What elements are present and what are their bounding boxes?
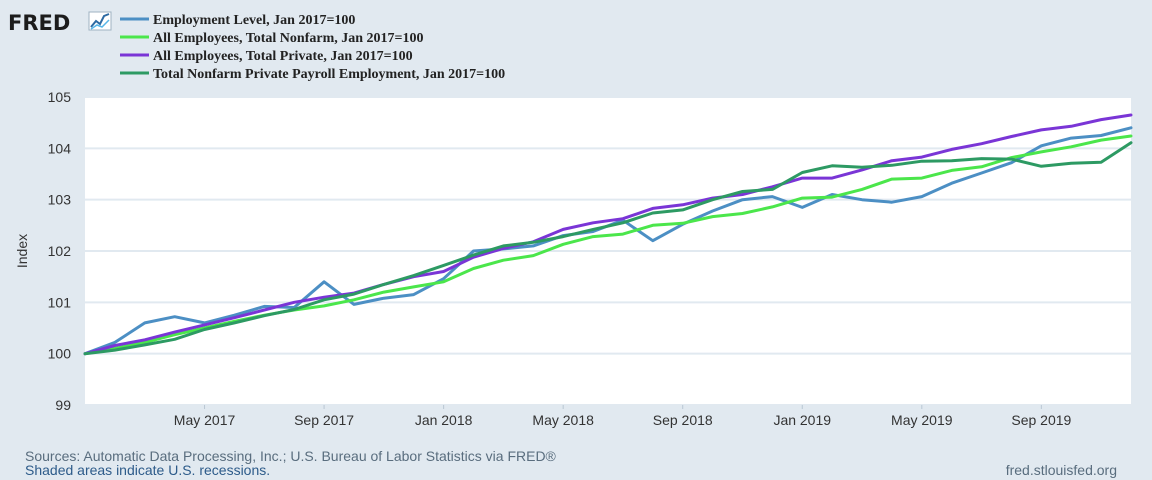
fred-logo-chart-icon [88, 11, 112, 31]
x-tick-label: May 2017 [174, 412, 236, 428]
x-tick-label: Sep 2017 [294, 412, 354, 428]
y-tick-label: 105 [48, 89, 72, 105]
x-tick-label: May 2018 [532, 412, 594, 428]
legend-label: All Employees, Total Nonfarm, Jan 2017=1… [153, 31, 424, 46]
series-line-3 [83, 113, 1133, 356]
y-tick-label: 103 [48, 192, 72, 208]
x-tick-label: Sep 2019 [1011, 412, 1071, 428]
series-lines [83, 113, 1133, 356]
x-tick-label: Jan 2018 [415, 412, 473, 428]
legend-label: Total Nonfarm Private Payroll Employment… [153, 67, 505, 82]
y-tick-label: 104 [48, 140, 72, 156]
recession-shading-note: Shaded areas indicate U.S. recessions. [25, 462, 271, 478]
fred-logo[interactable]: FRED [8, 11, 112, 35]
legend-label: Employment Level, Jan 2017=100 [153, 13, 355, 28]
gridlines [85, 96, 1131, 406]
series-line-4 [83, 141, 1133, 356]
x-tick-label: Sep 2018 [653, 412, 713, 428]
y-tick-label: 100 [48, 346, 72, 362]
chart-legend: Employment Level, Jan 2017=100 All Employ… [120, 13, 505, 82]
fred-logo-text: FRED [8, 11, 70, 35]
y-axis-label: Index [14, 234, 30, 268]
sources-note: Sources: Automatic Data Processing, Inc.… [25, 448, 556, 464]
x-axis-ticks: May 2017 Sep 2017 Jan 2018 May 2018 Sep 2018… [174, 405, 1072, 428]
plot-area: 99 100 101 102 103 104 105 May 2017 Sep 2017 Jan… [48, 89, 1133, 428]
site-url-link[interactable]: fred.stlouisfed.org [1005, 462, 1117, 478]
x-tick-label: Jan 2019 [773, 412, 831, 428]
y-axis-ticks: 99 100 101 102 103 104 105 [48, 89, 72, 413]
legend-label: All Employees, Total Private, Jan 2017=1… [153, 49, 413, 64]
y-tick-label: 102 [48, 243, 72, 259]
y-tick-label: 101 [48, 294, 72, 310]
y-tick-label: 99 [55, 397, 71, 413]
x-tick-label: May 2019 [891, 412, 953, 428]
